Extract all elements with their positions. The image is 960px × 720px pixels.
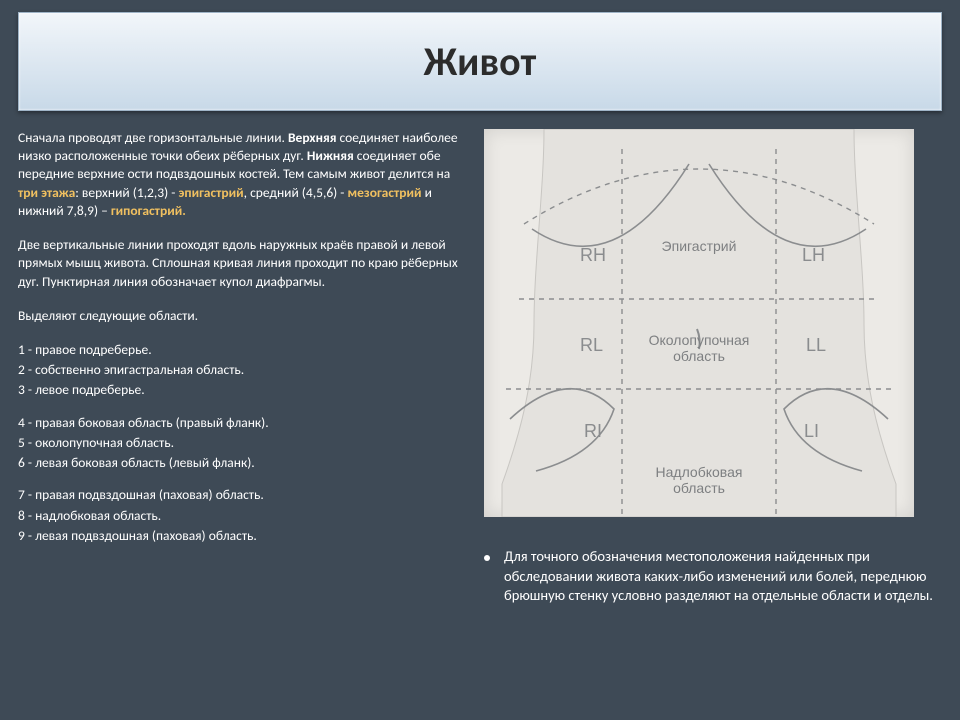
abdomen-diagram: RH LH RL LL RI LI Эпигастрий Околопупочн… — [484, 129, 914, 517]
diagram-caption: Для точного обозначения местоположения н… — [484, 547, 942, 606]
p1-b2: Нижняя — [307, 147, 354, 164]
p1-pre: Сначала проводят две горизонтальные лини… — [18, 129, 288, 146]
list-item: 8 - надлобковая область. — [18, 507, 458, 525]
region-block-1: 1 - правое подреберье. 2 - собственно эп… — [18, 341, 458, 400]
p1-hl3: мезогастрий — [348, 184, 422, 201]
caption-text: Для точного обозначения местоположения н… — [504, 547, 936, 606]
list-item: 7 - правая подвздошная (паховая) область… — [18, 486, 458, 504]
label-li: LI — [804, 421, 819, 441]
label-ll: LL — [806, 335, 826, 355]
abdomen-svg: RH LH RL LL RI LI Эпигастрий Околопупочн… — [484, 129, 914, 517]
list-item: 4 - правая боковая область (правый фланк… — [18, 414, 458, 432]
slide-title: Живот — [424, 37, 536, 86]
label-epigastrium: Эпигастрий — [662, 238, 737, 254]
label-suprapubic-2: область — [673, 480, 725, 496]
right-column: RH LH RL LL RI LI Эпигастрий Околопупочн… — [484, 129, 942, 606]
label-rl: RL — [580, 335, 603, 355]
list-intro: Выделяют следующие области. — [18, 307, 458, 325]
label-periumbilical-1: Околопупочная — [649, 332, 750, 348]
label-suprapubic-1: Надлобковая — [656, 464, 743, 480]
bullet-icon — [484, 555, 490, 561]
region-block-3: 7 - правая подвздошная (паховая) область… — [18, 486, 458, 545]
label-rh: RH — [580, 245, 606, 265]
list-item: 5 - околопупочная область. — [18, 434, 458, 452]
list-item: 1 - правое подреберье. — [18, 341, 458, 359]
p1-b1: Верхняя — [288, 129, 336, 146]
region-block-2: 4 - правая боковая область (правый фланк… — [18, 414, 458, 473]
paragraph-1: Сначала проводят две горизонтальные лини… — [18, 129, 458, 220]
p1-hl2: эпигастрий — [178, 184, 243, 201]
list-item: 6 - левая боковая область (левый фланк). — [18, 454, 458, 472]
slide: Живот Сначала проводят две горизонтальны… — [0, 0, 960, 720]
label-ri: RI — [584, 421, 602, 441]
p1-hl1: три этажа — [18, 184, 75, 201]
torso-outline — [502, 129, 896, 517]
label-periumbilical-2: область — [673, 348, 725, 364]
p1-m4: , средний (4,5,6) - — [244, 184, 348, 201]
p1-hl4: гипогастрий. — [111, 202, 186, 219]
content-columns: Сначала проводят две горизонтальные лини… — [18, 129, 942, 606]
list-item: 9 - левая подвздошная (паховая) область. — [18, 527, 458, 545]
list-item: 3 - левое подреберье. — [18, 381, 458, 399]
left-column: Сначала проводят две горизонтальные лини… — [18, 129, 458, 606]
paragraph-2: Две вертикальные линии проходят вдоль на… — [18, 236, 458, 291]
list-item: 2 - собственно эпигастральная область. — [18, 361, 458, 379]
title-banner: Живот — [18, 12, 942, 111]
p1-m3: : верхний (1,2,3) - — [75, 184, 178, 201]
label-lh: LH — [802, 245, 825, 265]
